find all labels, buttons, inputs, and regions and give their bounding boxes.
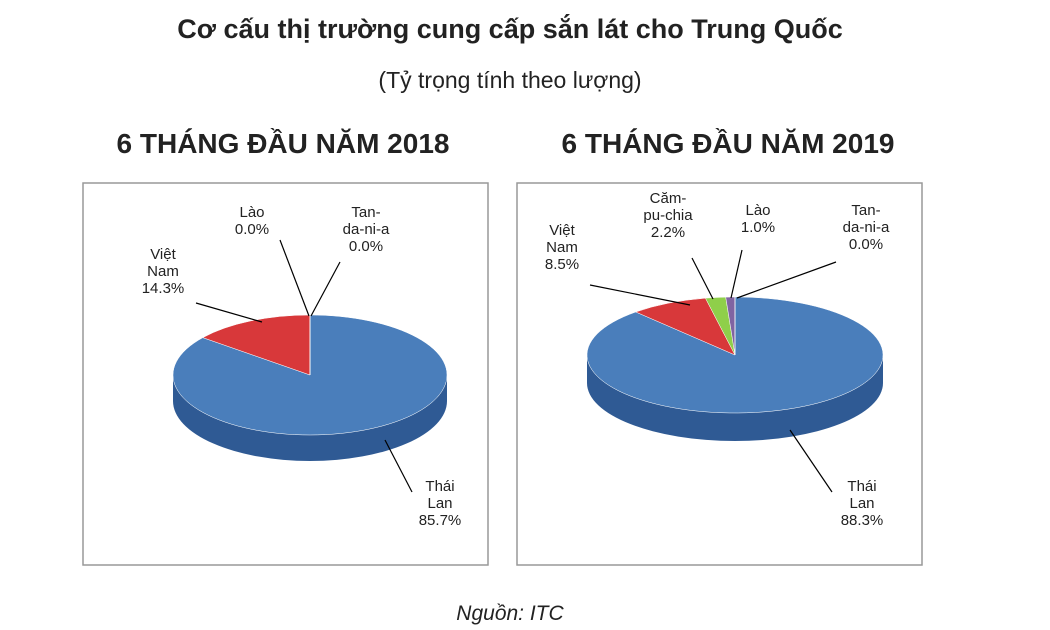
label-name: Việt Nam: [147, 246, 179, 280]
leader-line: [310, 261, 341, 317]
label-value: 2.2%: [650, 224, 686, 241]
leader-line: [736, 261, 837, 299]
page-title: Cơ cấu thị trường cung cấp sắn lát cho T…: [177, 13, 843, 44]
label-value: 8.5%: [544, 256, 580, 273]
label-name: Tan-da-ni-a: [842, 202, 890, 236]
leader-line: [691, 257, 714, 300]
label-value: 1.0%: [740, 219, 776, 236]
label-value: 0.0%: [848, 236, 884, 253]
label-name: Lào: [745, 202, 771, 219]
label-name: Lào: [239, 204, 265, 221]
source-note: Nguồn: ITC: [456, 602, 564, 625]
data-label: Lào 0.0%: [227, 204, 277, 238]
label-value: 0.0%: [348, 238, 384, 255]
data-label: Thái Lan 88.3%: [837, 478, 887, 529]
label-value: 0.0%: [234, 221, 270, 238]
label-name: Tan-da-ni-a: [342, 204, 390, 238]
label-name: Thái Lan: [847, 478, 877, 512]
label-name: Thái Lan: [425, 478, 455, 512]
data-label: Tan-da-ni-a 0.0%: [841, 202, 891, 253]
pie-depth: [587, 355, 883, 441]
chart-title: 6 THÁNG ĐẦU NĂM 2019: [562, 128, 895, 159]
leader-line: [279, 239, 310, 317]
label-value: 14.3%: [141, 280, 185, 297]
label-name: Việt Nam: [546, 222, 578, 256]
data-label: Căm-pu-chia 2.2%: [643, 190, 693, 241]
label-value: 85.7%: [418, 512, 462, 529]
label-value: 88.3%: [840, 512, 884, 529]
leader-line: [195, 302, 263, 323]
pie-depth: [173, 375, 447, 461]
data-label: Tan-da-ni-a 0.0%: [341, 204, 391, 255]
leader-line: [384, 439, 413, 493]
leader-line: [589, 284, 691, 306]
chart-title: 6 THÁNG ĐẦU NĂM 2018: [117, 128, 450, 159]
leader-line: [789, 429, 833, 493]
data-label: Việt Nam 14.3%: [138, 246, 188, 297]
data-label: Việt Nam 8.5%: [537, 222, 587, 273]
pie-slice: [202, 314, 311, 376]
page-subtitle: (Tỷ trọng tính theo lượng): [378, 67, 641, 93]
data-label: Lào 1.0%: [733, 202, 783, 236]
leader-line: [730, 249, 743, 299]
data-label: Thái Lan 85.7%: [415, 478, 465, 529]
label-name: Căm-pu-chia: [643, 190, 693, 224]
